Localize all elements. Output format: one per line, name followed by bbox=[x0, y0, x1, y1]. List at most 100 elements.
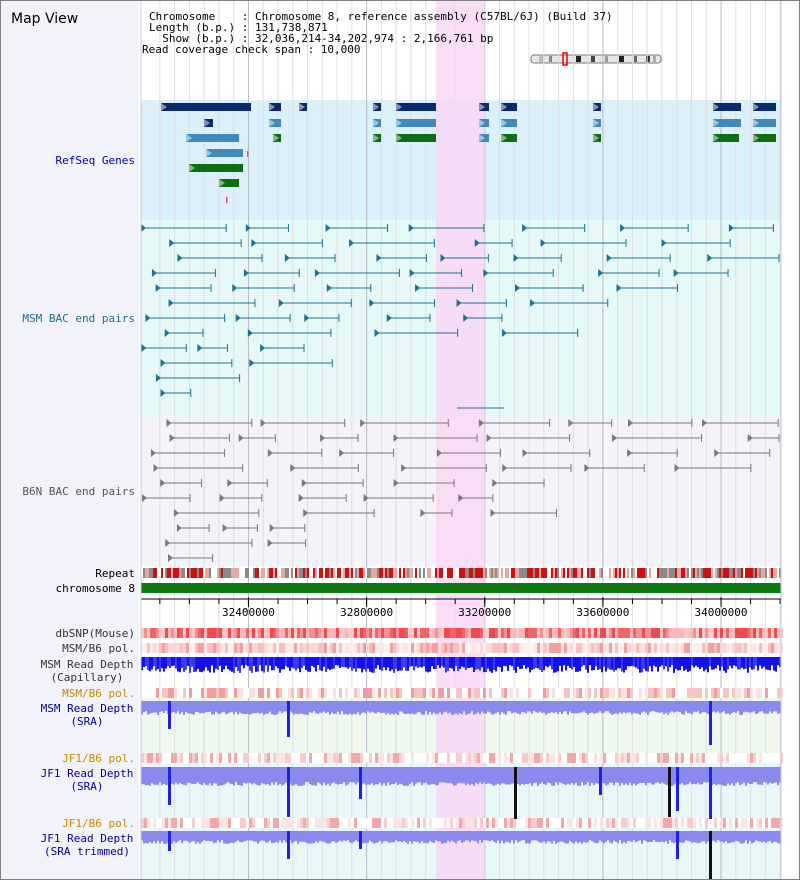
heat-cell bbox=[378, 818, 381, 828]
repeat-block bbox=[301, 568, 303, 578]
refseq-gene-track[interactable] bbox=[161, 103, 776, 203]
track-label-jf1-b6-pol-1[interactable]: JF1/B6 pol. bbox=[62, 752, 135, 765]
depth-bar bbox=[271, 701, 273, 715]
repeat-block bbox=[353, 568, 355, 578]
repeat-block bbox=[483, 568, 485, 578]
track-label-msm-b6-pol-1[interactable]: MSM/B6 pol. bbox=[62, 642, 135, 655]
depth-bar bbox=[259, 657, 261, 666]
depth-bar bbox=[155, 767, 157, 785]
depth-bar bbox=[231, 767, 233, 784]
depth-bar bbox=[317, 831, 319, 843]
heat-cell bbox=[153, 628, 156, 638]
depth-bar bbox=[687, 701, 689, 713]
repeat-block bbox=[271, 568, 273, 578]
depth-bar bbox=[345, 831, 347, 842]
heat-cell bbox=[240, 643, 243, 653]
chromosome-ideogram[interactable] bbox=[530, 52, 662, 66]
track-label-repeat[interactable]: Repeat bbox=[95, 567, 135, 580]
repeat-track[interactable] bbox=[141, 568, 781, 578]
depth-bar bbox=[445, 831, 447, 843]
depth-bar bbox=[219, 657, 221, 666]
jf1-b6-pol-track-2[interactable] bbox=[141, 818, 783, 828]
heat-cell bbox=[240, 818, 243, 828]
repeat-block bbox=[687, 568, 689, 578]
heat-cell bbox=[354, 753, 357, 763]
depth-bar bbox=[669, 701, 671, 713]
jf1-read-depth-trimmed-track[interactable] bbox=[141, 831, 781, 879]
depth-bar bbox=[449, 657, 451, 668]
repeat-block bbox=[515, 568, 517, 578]
depth-bar bbox=[297, 701, 299, 715]
track-label-jf1-read-depth-trimmed[interactable]: JF1 Read Depth (SRA trimmed) bbox=[40, 832, 134, 858]
heat-cell bbox=[552, 753, 555, 763]
depth-bar bbox=[433, 767, 435, 785]
track-label-msm-read-depth-capillary[interactable]: MSM Read Depth (Capillary) bbox=[40, 658, 134, 684]
track-label-refseq[interactable]: RefSeq Genes bbox=[55, 154, 135, 167]
heat-cell bbox=[165, 688, 168, 698]
heat-cell bbox=[345, 753, 348, 763]
heat-cell bbox=[285, 643, 288, 653]
heat-cell bbox=[639, 818, 642, 828]
depth-bar bbox=[703, 701, 705, 713]
depth-bar bbox=[253, 767, 255, 784]
msm-b6-pol-track-2[interactable] bbox=[141, 688, 783, 698]
heat-cell bbox=[480, 628, 483, 638]
depth-bar bbox=[153, 657, 155, 667]
heat-cell bbox=[318, 688, 321, 698]
msm-read-depth-sra-track[interactable] bbox=[141, 701, 781, 745]
depth-bar bbox=[535, 831, 537, 841]
depth-bar bbox=[517, 657, 519, 667]
heat-cell bbox=[687, 688, 690, 698]
depth-bar bbox=[429, 767, 431, 785]
heat-cell bbox=[171, 688, 174, 698]
jf1-read-depth-sra-track[interactable] bbox=[141, 767, 781, 819]
bac-end bbox=[714, 449, 720, 457]
depth-bar bbox=[147, 657, 149, 671]
track-label-msm-bac[interactable]: MSM BAC end pairs bbox=[22, 312, 135, 325]
track-label-chromosome[interactable]: chromosome 8 bbox=[55, 582, 135, 595]
track-label-msm-b6-pol-2[interactable]: MSM/B6 pol. bbox=[62, 687, 135, 700]
heat-cell bbox=[483, 688, 486, 698]
heat-cell bbox=[234, 628, 237, 638]
track-label-msm-read-depth-sra[interactable]: MSM Read Depth (SRA) bbox=[40, 702, 134, 728]
heat-cell bbox=[306, 643, 309, 653]
heat-cell bbox=[585, 818, 588, 828]
heat-cell bbox=[267, 818, 270, 828]
repeat-block bbox=[487, 568, 489, 578]
depth-bar bbox=[439, 701, 441, 713]
msm-b6-pol-track-1[interactable] bbox=[141, 643, 783, 653]
msm-read-depth-capillary-track[interactable] bbox=[141, 657, 781, 673]
depth-bar bbox=[317, 657, 319, 666]
depth-bar bbox=[729, 831, 731, 843]
heat-cell bbox=[684, 643, 687, 653]
track-label-jf1-b6-pol-2[interactable]: JF1/B6 pol. bbox=[62, 817, 135, 830]
heat-cell bbox=[462, 818, 465, 828]
repeat-block bbox=[283, 568, 285, 578]
jf1-b6-pol-track-1[interactable] bbox=[141, 753, 783, 763]
depth-bar bbox=[325, 831, 327, 843]
repeat-block bbox=[699, 568, 701, 578]
heat-cell bbox=[654, 688, 657, 698]
depth-bar bbox=[171, 657, 173, 667]
repeat-block bbox=[547, 568, 549, 578]
depth-bar bbox=[281, 831, 283, 843]
track-label-jf1-read-depth-sra[interactable]: JF1 Read Depth (SRA) bbox=[40, 767, 134, 793]
heat-cell bbox=[423, 643, 426, 653]
heat-cell bbox=[663, 688, 666, 698]
heat-cell bbox=[156, 628, 159, 638]
heat-cell bbox=[183, 688, 186, 698]
heat-cell bbox=[450, 688, 453, 698]
depth-bar bbox=[645, 767, 647, 786]
msm-bac-track[interactable] bbox=[141, 224, 780, 397]
b6n-bac-track[interactable] bbox=[142, 419, 780, 562]
heat-cell bbox=[354, 643, 357, 653]
track-label-dbsnp[interactable]: dbSNP(Mouse) bbox=[55, 627, 135, 640]
heat-cell bbox=[528, 643, 531, 653]
repeat-block bbox=[537, 568, 539, 578]
track-label-b6n-bac[interactable]: B6N BAC end pairs bbox=[22, 485, 135, 498]
depth-bar bbox=[201, 767, 203, 786]
dbsnp-track[interactable] bbox=[141, 628, 783, 638]
heat-cell bbox=[291, 818, 294, 828]
heat-cell bbox=[552, 643, 555, 653]
